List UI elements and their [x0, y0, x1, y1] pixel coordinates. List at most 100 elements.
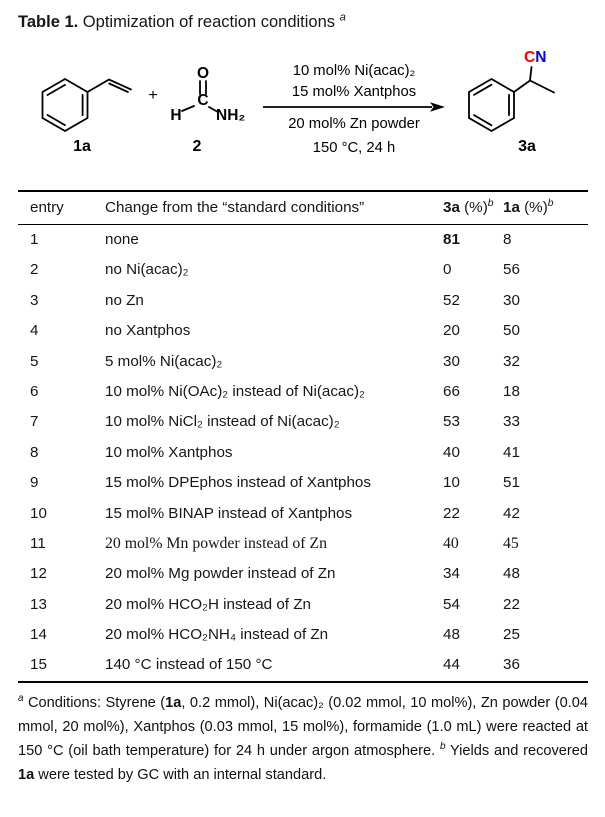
cell-recovered-1a: 25 — [503, 626, 520, 644]
cell-yield-3a: 22 — [443, 504, 460, 522]
footnote-mark-a: a — [18, 693, 24, 705]
table-row: 15 140 °C instead of 150 °C 44 36 — [18, 650, 588, 680]
header-change: Change from the “standard conditions” — [105, 199, 365, 216]
formamide-carbon-atom: C — [197, 92, 208, 109]
cell-change: no Xantphos — [105, 322, 191, 340]
condition-temperature-time: 150 °C, 24 h — [312, 140, 396, 156]
cell-recovered-1a: 22 — [503, 595, 520, 613]
cell-yield-3a: 40 — [443, 534, 459, 552]
cell-change: 20 mol% Mg powder instead of Zn — [105, 565, 336, 583]
table-row: 14 20 mol% HCO₂NH₄ instead of Zn 48 25 — [18, 620, 588, 650]
cell-change: 10 mol% Ni(OAc)₂ instead of Ni(acac)₂ — [105, 382, 365, 400]
reaction-arrow-icon — [263, 102, 445, 112]
formamide-structure-icon: O C H NH₂ — [170, 65, 245, 124]
cell-recovered-1a: 18 — [503, 382, 520, 400]
cell-entry: 1 — [30, 231, 39, 248]
cell-entry: 6 — [30, 382, 39, 400]
reactant-1a-label: 1a — [73, 138, 91, 155]
cell-recovered-1a: 48 — [503, 565, 520, 583]
cell-recovered-1a: 32 — [503, 352, 520, 370]
cell-yield-3a: 34 — [443, 565, 460, 583]
cell-change: 15 mol% BINAP instead of Xantphos — [105, 504, 353, 522]
cell-recovered-1a: 36 — [503, 656, 520, 674]
cell-yield-3a: 81 — [443, 231, 460, 248]
cell-change: no Ni(acac)₂ — [105, 261, 189, 279]
table-body: 1 none 81 8 2 no Ni(acac)₂ 0 56 3 no Zn … — [18, 225, 588, 681]
footnote: a Conditions: Styrene (1a, 0.2 mmol), Ni… — [18, 693, 588, 783]
cell-change: 20 mol% HCO₂NH₄ instead of Zn — [105, 626, 329, 644]
cell-entry: 3 — [30, 291, 39, 309]
table-title-text: Optimization of reaction conditions — [78, 13, 340, 31]
cell-entry: 7 — [30, 413, 39, 431]
product-3a-label: 3a — [518, 138, 536, 155]
styrene-structure-icon — [41, 77, 132, 133]
cell-change: 15 mol% DPEphos instead of Xantphos — [105, 474, 371, 492]
cell-entry: 13 — [30, 595, 47, 613]
svg-text:CN: CN — [524, 49, 546, 66]
cell-yield-3a: 20 — [443, 322, 460, 340]
cell-recovered-1a: 30 — [503, 291, 520, 309]
cell-yield-3a: 48 — [443, 626, 460, 644]
cell-change: 5 mol% Ni(acac)₂ — [105, 352, 223, 370]
cell-change: 20 mol% HCO₂H instead of Zn — [105, 595, 311, 613]
cell-yield-3a: 52 — [443, 291, 460, 309]
nitrile-nitrogen-atom: N — [535, 49, 546, 66]
cell-yield-3a: 44 — [443, 656, 460, 674]
cell-recovered-1a: 42 — [503, 504, 520, 522]
table-row: 11 20 mol% Mn powder instead of Zn 40 45 — [18, 529, 588, 559]
cell-recovered-1a: 41 — [503, 443, 520, 461]
cell-entry: 15 — [30, 656, 47, 674]
header-recovered-1a: 1a (%)b — [503, 197, 554, 216]
cell-change: no Zn — [105, 291, 144, 309]
condition-ligand: 15 mol% Xantphos — [291, 84, 417, 100]
cell-change: 10 mol% Xantphos — [105, 443, 233, 461]
table-row: 5 5 mol% Ni(acac)₂ 30 32 — [18, 347, 588, 377]
cell-entry: 14 — [30, 626, 47, 644]
cell-entry: 10 — [30, 504, 47, 522]
table-row: 10 15 mol% BINAP instead of Xantphos 22 … — [18, 499, 588, 529]
table-row: 4 no Xantphos 20 50 — [18, 316, 588, 346]
cell-change: 10 mol% NiCl₂ instead of Ni(acac)₂ — [105, 413, 340, 431]
cell-change: none — [105, 231, 139, 248]
nitrile-carbon-atom: C — [524, 49, 535, 66]
reactant-2-label: 2 — [192, 138, 202, 155]
footnote-mark-b: b — [439, 741, 446, 753]
table-title-footnote-mark: a — [339, 11, 346, 24]
table-row: 9 15 mol% DPEphos instead of Xantphos 10… — [18, 468, 588, 498]
table-title: Table 1. Optimization of reaction condit… — [18, 11, 588, 33]
cell-recovered-1a: 8 — [503, 231, 512, 248]
cell-recovered-1a: 51 — [503, 474, 520, 492]
cell-change: 140 °C instead of 150 °C — [105, 656, 273, 674]
formamide-hydrogen-atom: H — [170, 107, 181, 124]
table-row: 8 10 mol% Xantphos 40 41 — [18, 438, 588, 468]
cell-entry: 9 — [30, 474, 39, 492]
cell-yield-3a: 0 — [443, 261, 452, 279]
table-row: 1 none 81 8 — [18, 225, 588, 255]
cell-entry: 5 — [30, 352, 39, 370]
condition-reductant: 20 mol% Zn powder — [288, 116, 420, 132]
reaction-conditions-block: 10 mol% Ni(acac)₂ 15 mol% Xantphos 20 mo… — [262, 60, 446, 180]
condition-catalyst: 10 mol% Ni(acac)₂ — [292, 63, 416, 79]
cell-recovered-1a: 50 — [503, 322, 520, 340]
header-yield-3a: 3a (%)b — [443, 197, 494, 216]
cell-entry: 4 — [30, 322, 39, 340]
cell-entry: 11 — [30, 534, 46, 552]
formamide-amine-group: NH₂ — [216, 107, 245, 124]
cell-recovered-1a: 33 — [503, 413, 520, 431]
cell-yield-3a: 30 — [443, 352, 460, 370]
table-row: 12 20 mol% Mg powder instead of Zn 34 48 — [18, 559, 588, 589]
product-structure-icon: CN — [468, 49, 555, 133]
table-header-row: entry Change from the “standard conditio… — [18, 192, 588, 225]
plus-sign: + — [148, 87, 158, 104]
table-row: 3 no Zn 52 30 — [18, 286, 588, 316]
table-row: 7 10 mol% NiCl₂ instead of Ni(acac)₂ 53 … — [18, 407, 588, 437]
table-row: 6 10 mol% Ni(OAc)₂ instead of Ni(acac)₂ … — [18, 377, 588, 407]
optimization-table: entry Change from the “standard conditio… — [18, 190, 588, 683]
cell-yield-3a: 10 — [443, 474, 460, 492]
table-row: 2 no Ni(acac)₂ 0 56 — [18, 255, 588, 285]
cell-entry: 2 — [30, 261, 39, 279]
cell-entry: 8 — [30, 443, 39, 461]
cell-entry: 12 — [30, 565, 47, 583]
reaction-scheme: 1a + O C H NH₂ 2 10 mol% Ni(acac)₂ 15 mo… — [0, 40, 605, 190]
